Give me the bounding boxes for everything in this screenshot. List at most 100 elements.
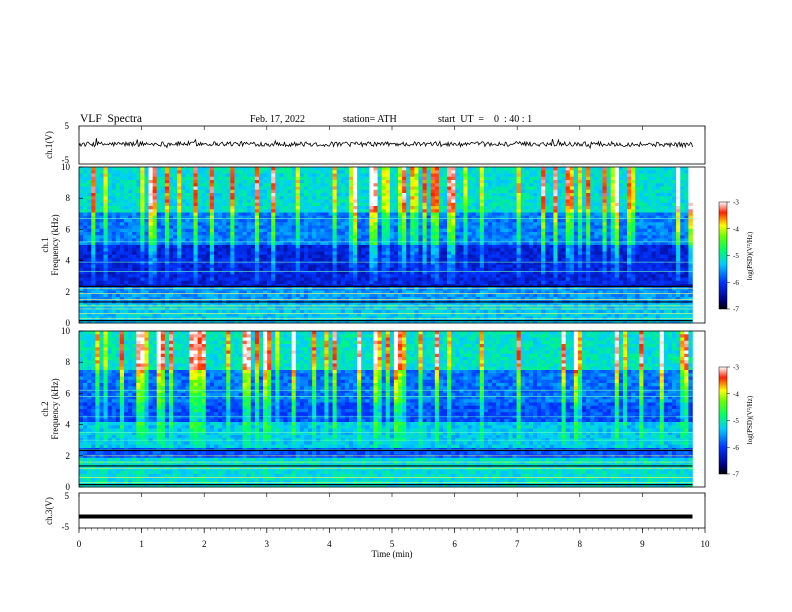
- spec1-cell: [254, 245, 260, 249]
- spec1-cell: [123, 167, 129, 171]
- spec1-cell: [312, 189, 317, 194]
- spec1-cell: [618, 232, 624, 236]
- spec1-cell: [598, 251, 603, 256]
- spec1-cell: [258, 206, 264, 210]
- spec1-cell: [430, 183, 436, 187]
- spec1-cell: [475, 209, 481, 213]
- spec1-cell: [516, 212, 522, 217]
- spec1-cell: [132, 176, 137, 181]
- spec1-cell: [443, 228, 448, 233]
- spec1-cell: [553, 241, 558, 246]
- spec1-cell: [561, 238, 566, 243]
- spec1-cell: [402, 215, 407, 220]
- spec1-cell: [308, 167, 313, 171]
- spec1-cell: [553, 219, 558, 223]
- spec1-cell: [234, 206, 239, 210]
- spec1-cell: [483, 170, 489, 174]
- spec1-cell: [590, 245, 595, 249]
- spec1-cell: [91, 212, 96, 217]
- spec1-cell: [230, 245, 235, 249]
- spec1-cell: [659, 199, 665, 204]
- spec1-cell: [136, 219, 141, 223]
- spec1-cell: [631, 209, 636, 213]
- spec1-cell: [152, 238, 158, 243]
- spec1-cell: [414, 167, 419, 171]
- spec1-cell: [672, 228, 677, 233]
- spec1-cell: [365, 254, 370, 259]
- spec1-cell: [663, 173, 669, 178]
- spec1-cell: [541, 251, 546, 256]
- spec1-cell: [373, 215, 378, 220]
- spec1-cell: [418, 241, 423, 246]
- spec1-cell: [606, 189, 611, 194]
- spec1-cell: [659, 196, 665, 200]
- spec1-cell: [230, 176, 235, 181]
- spec1-cell: [308, 238, 313, 243]
- spec1-cell: [528, 173, 534, 178]
- spec1-cell: [222, 254, 227, 259]
- spec1-cell: [381, 183, 387, 187]
- spec1-cell: [676, 196, 681, 200]
- spec1-cell: [561, 176, 566, 181]
- spec1-cell: [406, 222, 411, 226]
- spec1-cell: [537, 167, 542, 171]
- spec1-cell: [205, 189, 211, 194]
- spec1-cell: [590, 173, 595, 178]
- spec1-cell: [610, 245, 616, 249]
- spec1-cell: [193, 176, 198, 181]
- spec1-cell: [197, 183, 202, 187]
- spec1-cell: [185, 228, 190, 233]
- spec1-cell: [181, 232, 186, 236]
- spec1-cell: [586, 222, 591, 226]
- spec1-cell: [577, 238, 583, 243]
- spec1-cell: [111, 228, 117, 233]
- spec1-cell: [635, 180, 640, 184]
- spec1-cell: [467, 193, 472, 197]
- spec1-cell: [263, 264, 268, 269]
- spec1-cell: [312, 183, 317, 187]
- spec1-cell: [173, 228, 178, 233]
- spec1-cell: [475, 196, 481, 200]
- spec1-cell: [553, 254, 558, 259]
- spec1-cell: [279, 271, 284, 275]
- spec1-cell: [197, 222, 202, 226]
- spec1-cell: [402, 222, 407, 226]
- spec1-cell: [639, 199, 644, 204]
- spec1-cell: [295, 222, 301, 226]
- spec1-cell: [496, 261, 501, 265]
- spec1-cell: [467, 261, 472, 265]
- spec1-cell: [336, 248, 342, 252]
- spec1-cell: [676, 258, 681, 262]
- spec1-cell: [152, 264, 158, 269]
- spec1-cell: [483, 261, 489, 265]
- spec1-cell: [213, 261, 219, 265]
- spec1-cell: [557, 173, 562, 178]
- spec1-cell: [119, 228, 125, 233]
- spec1-cell: [205, 215, 211, 220]
- spec1-cell: [242, 232, 247, 236]
- spec1-cell: [393, 225, 399, 230]
- spec1-cell: [144, 267, 149, 272]
- spec1-cell: [348, 264, 354, 269]
- spec1-cell: [226, 232, 231, 236]
- spec1-cell: [197, 258, 202, 262]
- spec1-cell: [308, 235, 313, 239]
- spec1-cell: [565, 248, 571, 252]
- spec1-cell: [242, 209, 247, 213]
- spec1-cell: [156, 232, 162, 236]
- spec1-cell: [451, 199, 456, 204]
- spec1-cell: [373, 206, 378, 210]
- spec1-cell: [218, 251, 223, 256]
- spec1-cell: [189, 235, 194, 239]
- spec1-cell: [267, 267, 272, 272]
- spec1-cell: [467, 219, 472, 223]
- spec1-cell: [242, 170, 247, 174]
- spec1-cell: [234, 176, 239, 181]
- spec1-cell: [365, 258, 370, 262]
- spec1-cell: [316, 241, 321, 246]
- spec1-cell: [577, 219, 583, 223]
- spec1-cell: [483, 245, 489, 249]
- spec1-cell: [680, 170, 685, 174]
- spec1-cell: [185, 199, 190, 204]
- spec1-cell: [283, 232, 288, 236]
